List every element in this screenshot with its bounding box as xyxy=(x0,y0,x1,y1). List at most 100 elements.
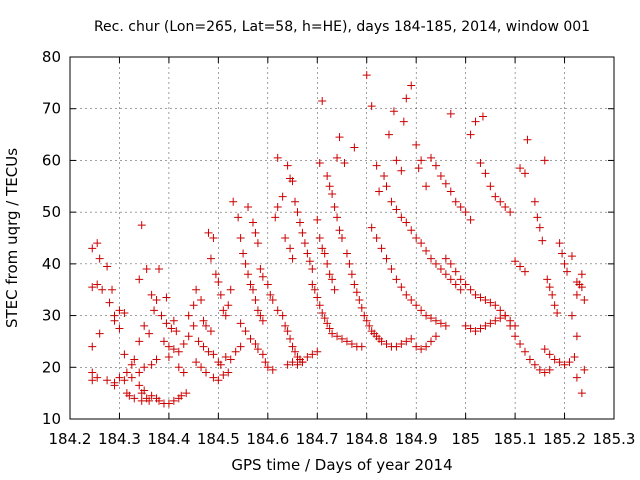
data-point xyxy=(125,391,134,400)
data-point xyxy=(466,130,475,139)
data-point xyxy=(446,187,455,196)
data-point xyxy=(436,319,445,328)
data-point xyxy=(533,213,542,222)
y-tick-label: 80 xyxy=(42,48,61,66)
data-point xyxy=(253,306,262,315)
data-point xyxy=(95,254,104,263)
data-point xyxy=(221,311,230,320)
data-point xyxy=(137,221,146,230)
data-point xyxy=(263,280,272,289)
chart-title: Rec. chur (Lon=265, Lat=58, h=HE), days … xyxy=(94,19,590,35)
x-axis-label: GPS time / Days of year 2014 xyxy=(231,456,452,474)
data-point xyxy=(209,234,218,242)
data-point xyxy=(130,355,139,364)
data-point xyxy=(382,254,391,263)
data-point xyxy=(436,171,445,180)
data-point xyxy=(516,262,525,271)
data-point xyxy=(120,308,129,317)
data-point xyxy=(308,350,317,359)
data-point xyxy=(159,337,168,346)
data-point xyxy=(486,319,495,328)
data-point xyxy=(407,334,416,343)
data-point xyxy=(397,166,406,175)
data-point xyxy=(214,376,223,385)
data-point xyxy=(216,360,225,369)
data-point xyxy=(103,376,112,385)
data-point xyxy=(530,197,539,206)
data-point xyxy=(538,236,547,245)
data-point xyxy=(357,342,366,351)
data-point xyxy=(162,319,171,328)
data-point xyxy=(211,270,220,279)
data-point xyxy=(298,228,307,237)
data-point xyxy=(169,316,178,325)
data-point xyxy=(169,345,178,354)
data-point xyxy=(520,169,529,178)
data-point xyxy=(167,324,176,333)
data-point xyxy=(246,280,255,289)
data-point xyxy=(516,340,525,349)
data-point xyxy=(155,396,164,405)
data-point xyxy=(506,208,515,217)
data-point xyxy=(543,275,552,284)
y-axis-label: STEC from uqrg / TECUs xyxy=(3,148,21,328)
data-point xyxy=(184,332,193,341)
data-point xyxy=(291,347,300,356)
data-point xyxy=(308,265,317,274)
data-point xyxy=(298,358,307,367)
data-point xyxy=(365,321,374,330)
data-point xyxy=(530,360,539,369)
data-point xyxy=(293,208,302,217)
data-point xyxy=(577,270,586,279)
data-point xyxy=(520,267,529,276)
data-point xyxy=(248,285,257,294)
data-point xyxy=(466,215,475,224)
data-point xyxy=(511,332,520,341)
data-point xyxy=(399,117,408,126)
data-point xyxy=(164,352,173,361)
data-point xyxy=(456,285,465,294)
data-point xyxy=(372,234,381,242)
data-point xyxy=(397,283,406,292)
data-point xyxy=(461,321,470,330)
data-point xyxy=(436,265,445,274)
x-tick-label: 184.4 xyxy=(147,430,190,448)
data-point xyxy=(135,275,144,284)
data-point xyxy=(392,342,401,351)
data-point xyxy=(402,337,411,346)
data-point xyxy=(328,329,337,338)
data-point xyxy=(315,301,324,310)
data-point xyxy=(362,316,371,325)
data-point xyxy=(189,321,198,330)
data-point xyxy=(402,290,411,299)
data-point xyxy=(283,161,292,170)
data-point xyxy=(560,259,569,268)
data-point xyxy=(315,159,324,168)
data-point xyxy=(481,169,490,178)
y-tick-label: 60 xyxy=(42,151,61,169)
data-point xyxy=(135,381,144,390)
data-point xyxy=(310,285,319,294)
data-point xyxy=(214,277,223,286)
data-point xyxy=(135,337,144,346)
data-point xyxy=(194,337,203,346)
data-point xyxy=(266,290,275,299)
data-point xyxy=(229,197,238,206)
data-point xyxy=(555,239,564,248)
data-point xyxy=(417,306,426,315)
data-point xyxy=(330,285,339,294)
data-point xyxy=(392,156,401,165)
data-point xyxy=(105,298,114,307)
data-point xyxy=(219,371,228,380)
data-point xyxy=(540,345,549,354)
data-point xyxy=(478,112,487,121)
data-point xyxy=(253,239,262,248)
data-point xyxy=(256,265,265,274)
data-point xyxy=(248,218,257,227)
data-point xyxy=(236,319,245,328)
data-point xyxy=(392,275,401,284)
data-point xyxy=(580,365,589,374)
data-point xyxy=(422,246,431,255)
data-point xyxy=(295,218,304,227)
data-point xyxy=(209,373,218,382)
